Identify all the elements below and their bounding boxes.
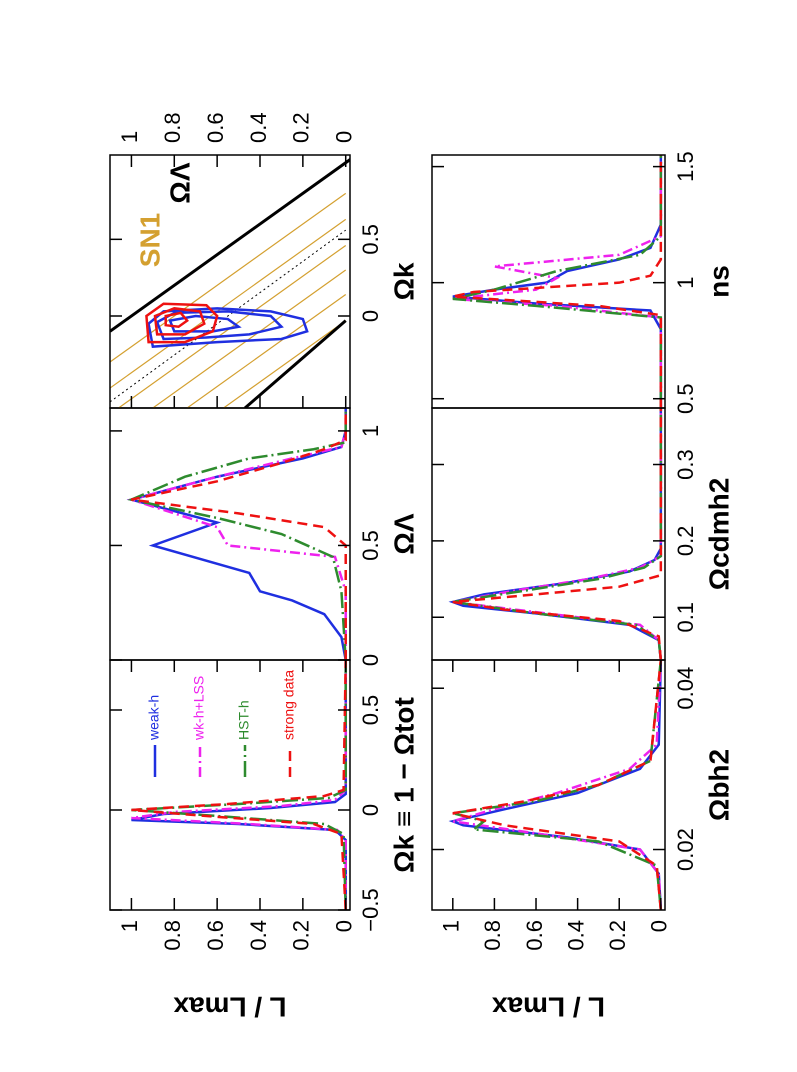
frame bbox=[431, 407, 666, 661]
curve bbox=[452, 660, 663, 910]
x-tick-label: 0 bbox=[358, 804, 383, 816]
y-tick-label: 1 bbox=[117, 920, 142, 932]
y-tick-label: 0.8 bbox=[160, 112, 185, 143]
plot-area bbox=[448, 408, 663, 660]
curve bbox=[452, 408, 663, 660]
curve bbox=[452, 660, 663, 910]
curve bbox=[452, 155, 663, 408]
legend-label: strong data bbox=[281, 670, 297, 740]
y-tick-label: 0 bbox=[647, 920, 672, 932]
contour bbox=[153, 307, 206, 336]
y-axis-label: L / Lmax bbox=[173, 992, 287, 1023]
y-tick-label: 0.6 bbox=[203, 920, 228, 951]
curve bbox=[452, 155, 663, 408]
x-tick-label: 0 bbox=[358, 654, 383, 666]
y-axis-label: L / Lmax bbox=[492, 992, 606, 1023]
plot-area bbox=[110, 155, 350, 408]
x-axis-label: Ωk bbox=[388, 262, 419, 300]
x-axis-label: Ωk ≡ 1 − Ωtot bbox=[388, 697, 419, 873]
reference-line bbox=[110, 294, 347, 408]
curve bbox=[448, 408, 663, 660]
plot-area bbox=[126, 408, 347, 660]
legend-label: weak-h bbox=[146, 695, 162, 741]
legend-label: wk-h+LSS bbox=[191, 676, 207, 741]
curve bbox=[131, 660, 347, 910]
y-tick-label: 0.6 bbox=[522, 920, 547, 951]
reference-line bbox=[110, 218, 347, 389]
annotation: SN1 bbox=[134, 213, 165, 267]
y-axis-label: ΩΛ bbox=[164, 162, 195, 203]
curve bbox=[448, 660, 663, 910]
y-tick-label: 0 bbox=[332, 920, 357, 932]
curve bbox=[126, 408, 347, 660]
x-axis-label: Ωcdmh2 bbox=[703, 478, 734, 591]
curve bbox=[131, 660, 347, 910]
contour bbox=[145, 302, 219, 344]
x-tick-label: 1 bbox=[358, 425, 383, 437]
x-axis-label: ΩΛ bbox=[388, 513, 419, 554]
reference-line bbox=[110, 320, 347, 408]
x-tick-label: 0.1 bbox=[673, 602, 698, 633]
y-tick-label: 0.4 bbox=[563, 920, 588, 951]
contour bbox=[155, 310, 284, 341]
reference-line bbox=[110, 269, 347, 408]
x-tick-label: 0.5 bbox=[358, 224, 383, 255]
x-tick-label: 0 bbox=[358, 310, 383, 322]
x-axis-label: Ωbh2 bbox=[703, 749, 734, 821]
rotated-figure: weak-h wk-h+LSS HST-h strong data−0.500.500… bbox=[109, 112, 734, 1023]
frame bbox=[431, 154, 666, 409]
y-tick-label: 0.4 bbox=[246, 112, 271, 143]
plot-area bbox=[131, 660, 347, 910]
curve bbox=[126, 408, 347, 660]
y-tick-label: 0.4 bbox=[246, 920, 271, 951]
curve bbox=[452, 155, 663, 408]
frame bbox=[109, 407, 351, 661]
curve bbox=[452, 408, 663, 660]
x-tick-label: 0.04 bbox=[673, 667, 698, 710]
contour bbox=[164, 311, 189, 329]
y-tick-label: 1 bbox=[439, 920, 464, 932]
reference-line bbox=[244, 319, 347, 408]
y-tick-label: 0.2 bbox=[289, 920, 314, 951]
x-tick-label: 0.3 bbox=[673, 449, 698, 480]
curve bbox=[127, 408, 347, 660]
frame bbox=[431, 659, 666, 911]
y-tick-label: 0.8 bbox=[480, 920, 505, 951]
x-tick-label: 0.5 bbox=[358, 695, 383, 726]
curve bbox=[131, 660, 347, 910]
y-tick-label: 0 bbox=[332, 131, 357, 143]
y-tick-label: 0.6 bbox=[203, 112, 228, 143]
x-tick-label: 0.5 bbox=[358, 530, 383, 561]
reference-line bbox=[110, 155, 350, 333]
x-tick-label: 0.2 bbox=[673, 526, 698, 557]
x-tick-label: 1 bbox=[673, 277, 698, 289]
x-tick-label: −0.5 bbox=[358, 888, 383, 931]
curve bbox=[452, 155, 663, 408]
y-tick-label: 0.8 bbox=[160, 920, 185, 951]
x-tick-label: 1.5 bbox=[673, 151, 698, 182]
reference-line bbox=[110, 229, 347, 403]
x-axis-label: ns bbox=[703, 265, 734, 298]
plot-area bbox=[452, 155, 663, 408]
curve bbox=[131, 660, 347, 910]
x-tick-label: 0.5 bbox=[673, 383, 698, 414]
legend-label: HST-h bbox=[236, 700, 252, 740]
curve bbox=[131, 408, 347, 660]
plot-area bbox=[448, 660, 663, 910]
y-tick-label: 0.2 bbox=[605, 920, 630, 951]
x-tick-label: 0.02 bbox=[673, 828, 698, 871]
curve bbox=[452, 408, 663, 660]
frame bbox=[109, 154, 351, 409]
y-tick-label: 1 bbox=[117, 131, 142, 143]
y-tick-label: 0.2 bbox=[289, 112, 314, 143]
curve bbox=[452, 660, 663, 910]
